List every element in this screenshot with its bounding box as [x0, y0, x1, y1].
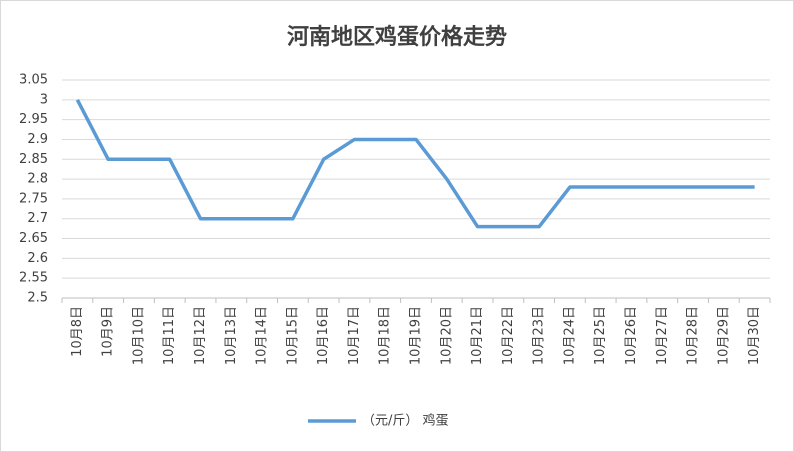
x-tick-label: 10月18日 — [378, 306, 393, 365]
y-tick-label: 3.05 — [19, 73, 48, 88]
x-tick-label: 10月20日 — [439, 306, 454, 365]
x-tick-label: 10月30日 — [747, 306, 762, 365]
x-tick-label: 10月27日 — [655, 306, 670, 365]
y-tick-label: 2.95 — [19, 112, 48, 127]
y-tick-label: 2.55 — [19, 271, 48, 286]
y-tick-label: 2.65 — [19, 231, 48, 246]
y-tick-label: 2.5 — [27, 291, 48, 306]
x-tick-label: 10月24日 — [562, 306, 577, 365]
y-tick-label: 2.75 — [19, 191, 48, 206]
x-tick-label: 10月26日 — [624, 306, 639, 365]
series-line — [75, 99, 755, 229]
y-tick-label: 2.6 — [27, 251, 48, 266]
x-tick-label: 10月14日 — [255, 306, 270, 365]
x-tick-label: 10月11日 — [162, 306, 177, 365]
x-tick-label: 10月15日 — [285, 306, 300, 365]
x-tick-label: 10月9日 — [101, 306, 116, 357]
y-tick-label: 2.85 — [19, 152, 48, 167]
legend-label: （元/斤） 鸡蛋 — [362, 413, 449, 429]
x-tick-label: 10月28日 — [686, 306, 701, 365]
y-tick-label: 3 — [40, 92, 48, 107]
x-tick-label: 10月29日 — [716, 306, 731, 365]
x-tick-label: 10月19日 — [409, 306, 424, 365]
y-tick-label: 2.9 — [27, 132, 48, 147]
x-tick-label: 10月25日 — [593, 306, 608, 365]
x-tick-label: 10月13日 — [224, 306, 239, 365]
x-tick-label: 10月23日 — [532, 306, 547, 365]
chart-title: 河南地区鸡蛋价格走势 — [287, 24, 507, 50]
x-tick-label: 10月12日 — [193, 306, 208, 365]
x-tick-label: 10月16日 — [316, 306, 331, 365]
y-tick-label: 2.8 — [27, 172, 48, 187]
x-tick-label: 10月21日 — [470, 306, 485, 365]
x-tick-label: 10月22日 — [501, 306, 516, 365]
x-tick-label: 10月17日 — [347, 306, 362, 365]
x-tick-label: 10月10日 — [131, 306, 146, 365]
x-tick-label: 10月8日 — [70, 306, 85, 357]
y-tick-label: 2.7 — [27, 211, 48, 226]
